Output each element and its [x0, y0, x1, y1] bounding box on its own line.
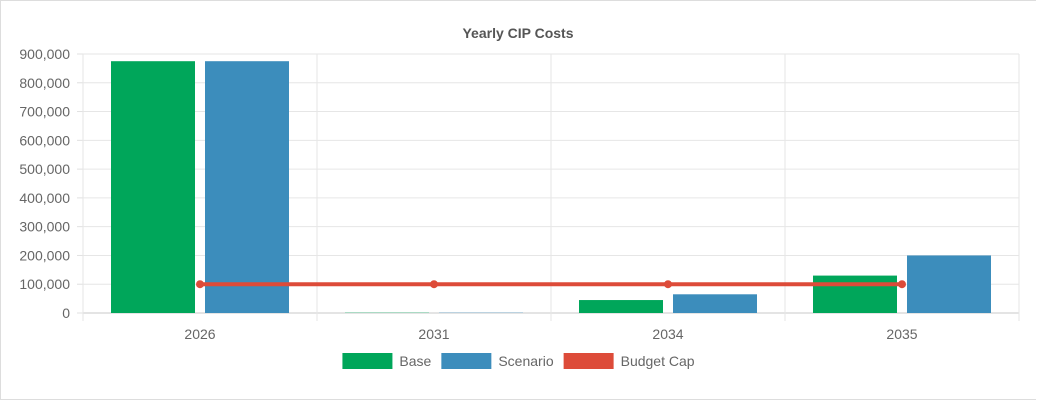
chart-title: Yearly CIP Costs: [462, 25, 573, 41]
y-tick-label: 500,000: [19, 161, 70, 177]
y-tick-label: 200,000: [19, 247, 70, 263]
x-tick-label: 2026: [184, 326, 215, 342]
bar-base[interactable]: [813, 275, 897, 313]
line-point[interactable]: [664, 280, 672, 289]
line-point[interactable]: [196, 280, 204, 289]
legend-label: Scenario: [498, 353, 553, 369]
line-point[interactable]: [430, 280, 438, 289]
y-tick-label: 900,000: [19, 46, 70, 62]
bar-scenario[interactable]: [907, 255, 991, 313]
legend-swatch: [342, 353, 393, 369]
legend[interactable]: Base Scenario Budget Cap: [342, 353, 695, 369]
y-tick-label: 600,000: [19, 132, 70, 148]
bar-base[interactable]: [579, 300, 663, 313]
line-point[interactable]: [898, 280, 906, 289]
bars: [111, 61, 991, 313]
bar-scenario[interactable]: [673, 294, 757, 313]
bar-scenario[interactable]: [205, 61, 289, 313]
bar-base[interactable]: [111, 61, 195, 313]
y-tick-label: 100,000: [19, 276, 70, 292]
y-tick-label: 700,000: [19, 104, 70, 120]
legend-item-scenario[interactable]: Scenario: [441, 353, 554, 369]
legend-item-budget-cap[interactable]: Budget Cap: [563, 353, 695, 369]
budget-cap-line: [196, 280, 906, 289]
y-tick-label: 300,000: [19, 219, 70, 235]
y-tick-label: 800,000: [19, 75, 70, 91]
y-tick-label: 0: [62, 305, 70, 321]
y-tick-label: 400,000: [19, 190, 70, 206]
legend-label: Base: [399, 353, 431, 369]
legend-item-base[interactable]: Base: [342, 353, 432, 369]
x-tick-label: 2034: [652, 326, 683, 342]
x-tick-label: 2031: [418, 326, 449, 342]
legend-swatch: [441, 353, 492, 369]
legend-swatch: [563, 353, 614, 369]
axes: 0 100,000 200,000 300,000 400,000 500,000 600,…: [19, 46, 917, 342]
legend-label: Budget Cap: [621, 353, 695, 369]
x-tick-label: 2035: [886, 326, 917, 342]
